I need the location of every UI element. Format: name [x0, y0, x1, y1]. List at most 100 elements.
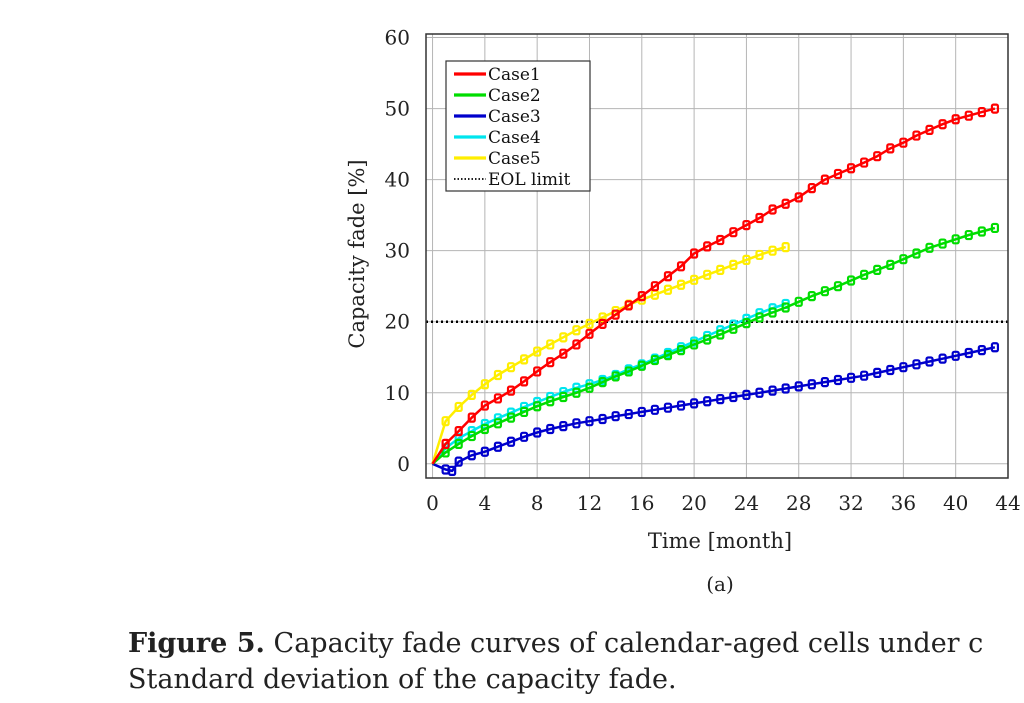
series-case3-point: [716, 394, 725, 405]
series-case2-point: [729, 323, 738, 334]
series-case1-point: [546, 357, 555, 368]
series-case2-point: [899, 254, 908, 265]
series-case1-point: [533, 366, 542, 377]
legend-label: Case1: [488, 65, 541, 85]
series-case3-point: [454, 456, 463, 467]
caption-line-2: Standard deviation of the capacity fade.: [128, 662, 1024, 698]
series-case1-point: [611, 309, 620, 320]
legend-label: Case5: [488, 149, 541, 169]
series-case1-point: [480, 400, 489, 411]
x-tick-label: 28: [786, 491, 811, 515]
series-case5-point: [493, 369, 503, 381]
series-case2-point: [519, 406, 529, 418]
series-case2-point: [990, 222, 1000, 234]
series-case3-point: [506, 436, 516, 447]
y-tick-label: 0: [397, 452, 410, 476]
x-tick-labels: 0 4 8 12 16 20 24 28 32 36 40 44: [426, 491, 1021, 515]
subfigure-label: (a): [706, 572, 734, 596]
series-case3-point: [663, 402, 673, 413]
series-case1-point: [938, 119, 947, 130]
series-layer: [431, 103, 1000, 476]
series-case1: [431, 103, 1000, 465]
series-case1-point: [964, 110, 973, 121]
series-case5-point: [676, 279, 686, 290]
x-tick-label: 36: [891, 491, 916, 515]
series-case2-point: [768, 307, 777, 318]
series-case5-point: [703, 269, 712, 280]
series-case2-point: [559, 391, 568, 403]
series-case2-point: [807, 291, 816, 302]
series-case2-point: [860, 269, 869, 280]
series-case1-point: [559, 348, 568, 359]
series-case3-point: [820, 376, 829, 388]
series-case1-point: [650, 281, 659, 292]
series-case3: [432, 342, 1000, 476]
x-axis-label: Time [month]: [648, 529, 792, 553]
series-case2-point: [755, 312, 764, 323]
series-case2-point: [912, 248, 921, 259]
series-case3-point: [964, 347, 973, 359]
series-case2-point: [781, 302, 790, 313]
series-case3-point: [912, 359, 921, 370]
x-tick-label: 16: [629, 491, 654, 515]
series-case5-point: [585, 318, 594, 329]
caption-text-1: Capacity fade curves of calendar-aged ce…: [273, 628, 984, 659]
series-case2-point: [598, 376, 607, 388]
series-case1-point: [572, 339, 581, 350]
series-case1-point: [794, 192, 803, 203]
series-case2-point: [716, 329, 725, 340]
series-case2-point: [833, 281, 843, 292]
plot-frame: [425, 33, 1009, 479]
series-case2-point: [690, 339, 699, 350]
series-case3-point: [807, 379, 816, 390]
series-case3-point: [650, 404, 659, 415]
legend-label: Case4: [488, 128, 541, 148]
legend-item-case4: Case4: [454, 128, 541, 148]
series-case1-point: [755, 212, 764, 224]
series-case5-point: [729, 259, 738, 270]
series-case5-point: [506, 362, 516, 373]
series-case1-point: [860, 157, 869, 168]
series-case2-point: [873, 264, 882, 275]
series-case3-point: [676, 400, 686, 411]
series-case2-point: [533, 401, 542, 412]
series-case3-point: [899, 362, 908, 373]
series-case1-point: [676, 261, 686, 272]
series-case3-point: [860, 370, 869, 381]
legend-item-case5: Case5: [454, 149, 541, 169]
series-case1-point: [637, 291, 646, 302]
series-case5-point: [454, 401, 463, 413]
legend-item-case1: Case1: [454, 65, 541, 85]
x-tick-label: 44: [995, 491, 1020, 515]
series-case1-point: [912, 130, 921, 141]
series-case5-point: [663, 284, 673, 295]
series-case5-line: [431, 245, 787, 465]
series-case2-point: [467, 430, 476, 442]
y-tick-label: 30: [385, 239, 410, 263]
series-case2-point: [742, 318, 751, 329]
series-case3-point: [729, 391, 738, 403]
series-case1-point: [990, 103, 1000, 114]
series-case5-point: [467, 389, 476, 400]
series-case3-point: [781, 383, 790, 394]
series-case1-point: [467, 412, 476, 423]
series-case1-point: [441, 438, 450, 450]
series-case2-point: [480, 423, 489, 435]
series-case1-point: [729, 227, 738, 238]
series-case3-point: [519, 431, 529, 442]
series-case3-point: [742, 389, 751, 400]
series-case5-point: [480, 379, 489, 390]
series-case3-point: [886, 364, 895, 376]
series-case4-line: [431, 302, 787, 465]
x-tick-label: 20: [681, 491, 706, 515]
series-case2-point: [846, 275, 856, 286]
caption-text-2: Standard deviation of the capacity fade.: [128, 664, 677, 695]
series-case3-point: [546, 423, 555, 435]
series-case3-point: [873, 367, 882, 378]
series-case2-point: [585, 382, 594, 393]
series-case2-point: [676, 345, 686, 356]
figure-caption: Figure 5. Capacity fade curves of calend…: [128, 626, 1024, 698]
series-case1-point: [951, 114, 960, 125]
series-case1-point: [781, 198, 790, 209]
